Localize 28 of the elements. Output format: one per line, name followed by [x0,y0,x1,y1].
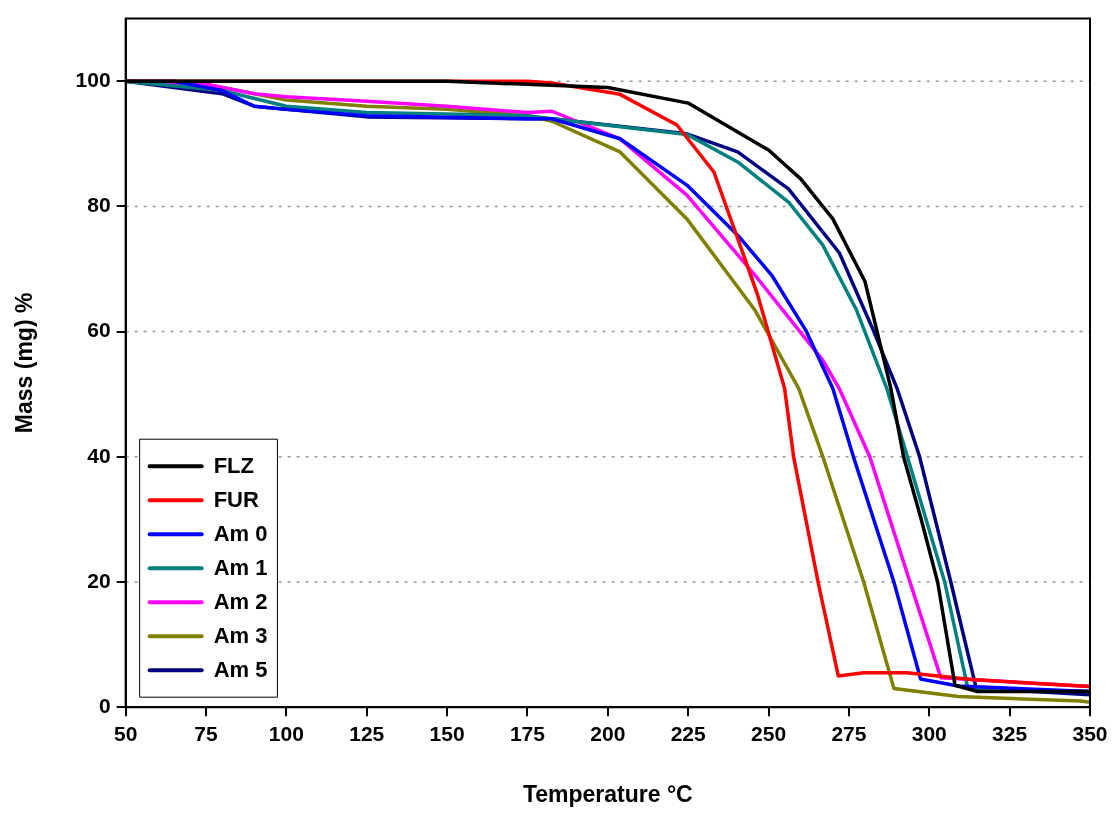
x-axis-title: Temperature °C [522,780,693,807]
y-tick-label: 40 [87,443,111,467]
x-tick-label: 175 [509,721,546,745]
x-tick-label: 225 [670,721,707,745]
y-tick-label: 80 [87,193,111,217]
legend-label: Am 1 [213,555,268,581]
legend-label: Am 3 [213,623,268,649]
legend-label: Am 2 [213,589,268,615]
legend-label: FUR [213,487,259,513]
y-tick-label: 20 [87,568,111,592]
x-tick-label: 250 [751,721,787,745]
y-axis-title: Mass (mg) % [11,292,38,434]
legend-label: Am 5 [213,657,268,683]
x-tick-label: 325 [992,721,1028,745]
legend-label: Am 0 [213,521,268,547]
x-tick-label: 125 [349,721,385,745]
x-tick-label: 75 [194,721,218,745]
y-tick-label: 100 [75,68,111,91]
y-tick-label: 60 [87,318,111,342]
x-tick-label: 275 [831,721,867,745]
x-tick-label: 100 [268,721,304,745]
x-tick-label: 300 [911,721,947,745]
legend-label: FLZ [213,453,254,479]
x-tick-label: 150 [429,721,465,745]
y-tick-label: 0 [98,694,111,717]
x-tick-label: 200 [590,721,626,745]
x-tick-label: 350 [1072,721,1108,745]
x-tick-label: 50 [113,721,138,745]
